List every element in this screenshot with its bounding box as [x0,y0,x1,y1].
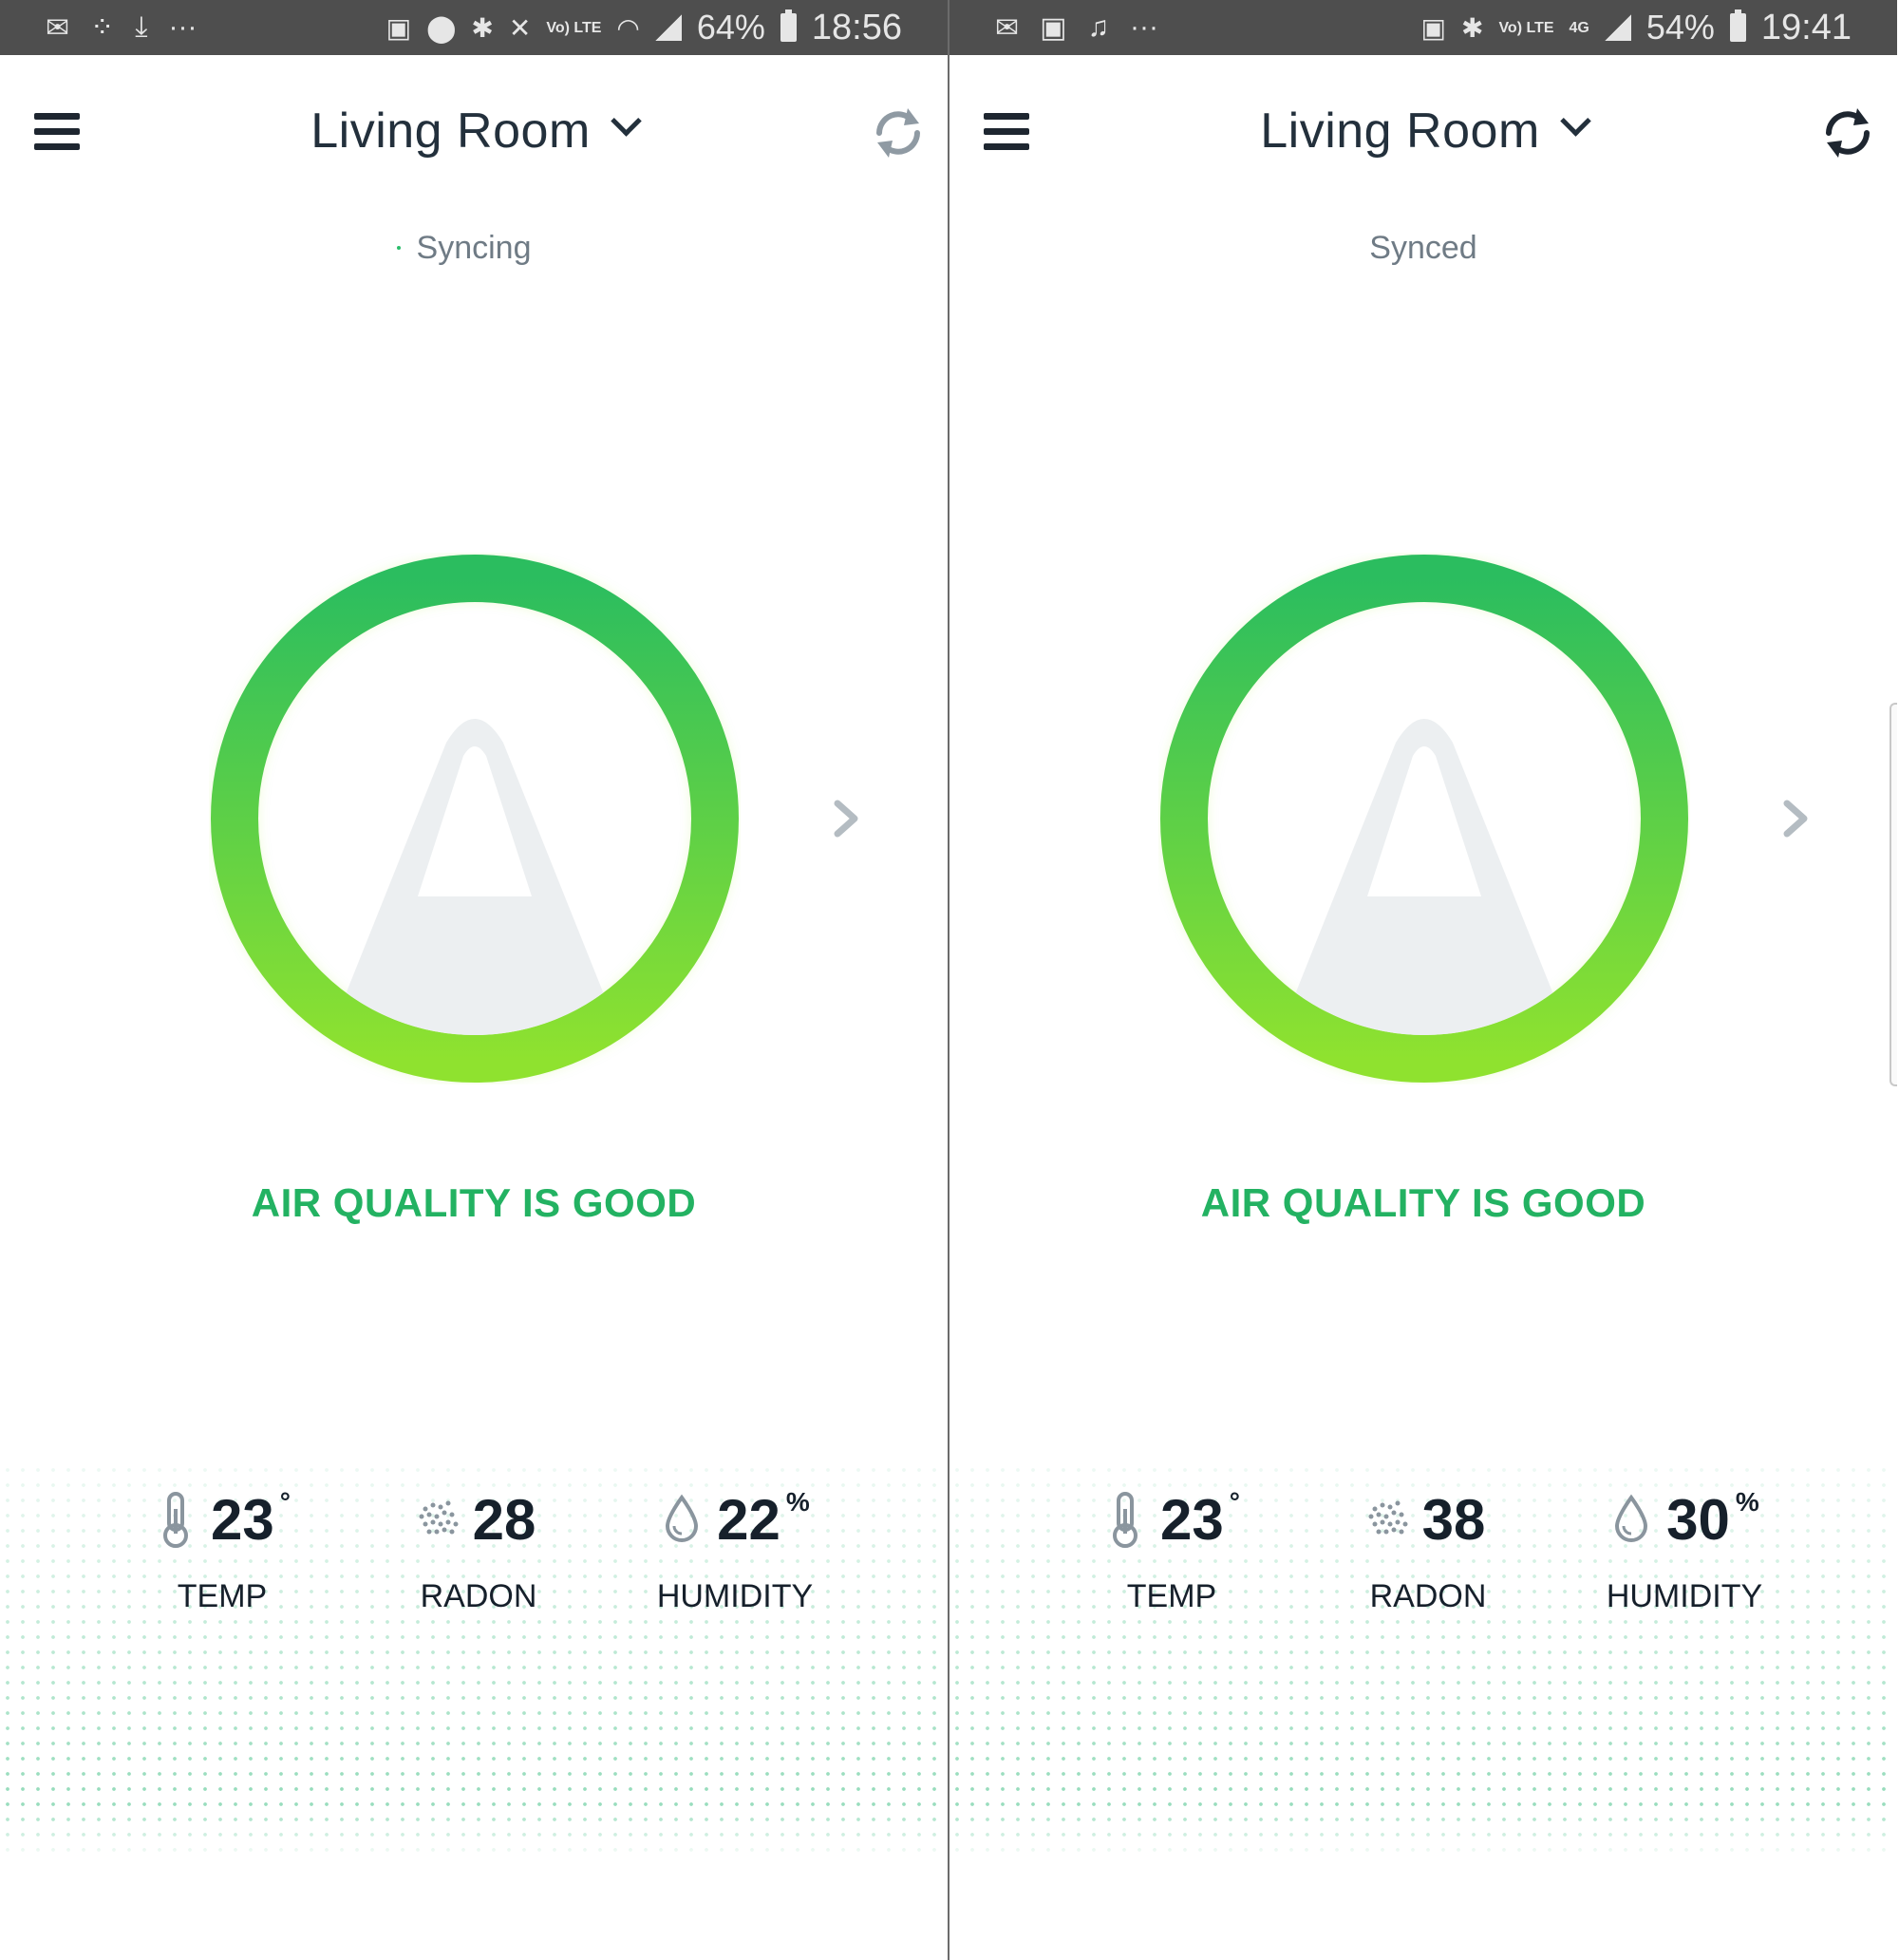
mute-icon: ✕ [508,12,532,43]
chevron-down-icon [1560,105,1591,137]
sync-status: Syncing [416,230,532,266]
mail-icon: ✉ [46,11,70,44]
bluetooth-icon: ✱ [1460,12,1484,43]
screen-divider [948,0,950,1960]
chevron-down-icon [611,105,642,137]
status-bar-right: ▣ ✱ Vo) LTE 4G 54% 19:41 [1421,0,1852,55]
droplet-icon [666,1494,699,1542]
humidity-label: HUMIDITY [1606,1578,1763,1614]
nfc-icon: ▣ [385,12,412,43]
bell-icon: ♫ [1087,11,1110,43]
air-quality-label: AIR QUALITY IS GOOD [1200,1180,1646,1225]
radon-value: 28 [472,1487,536,1552]
dot-pattern-background [950,1462,1897,1861]
temp-label: TEMP [177,1578,268,1614]
radon-label: RADON [1369,1578,1487,1614]
air-quality-label: AIR QUALITY IS GOOD [251,1180,697,1225]
download-icon: ⤓ [135,11,148,43]
temp-value: 23 [1160,1487,1224,1552]
radon-label: RADON [420,1578,537,1614]
temp-value: 23 [211,1487,274,1552]
thermometer-icon [1113,1492,1138,1548]
status-bar-right: ▣ ⬤ ✱ ✕ Vo) LTE ◠ 64% 18:56 [386,0,902,55]
room-title: Living Room [310,104,591,159]
metric-temp[interactable]: 23 ° TEMP [1058,1481,1286,1624]
status-bar: ✉ ⁘ ⤓ ··· ▣ ⬤ ✱ ✕ Vo) LTE ◠ 64% 18:56 [0,0,948,55]
clock: 18:56 [811,7,902,47]
facebook-icon: ▣ [1040,11,1067,44]
humidity-value: 30 [1666,1487,1730,1552]
bluetooth-icon: ✱ [471,12,494,43]
humidity-value: 22 [717,1487,780,1552]
menu-button[interactable] [34,113,80,151]
temp-unit: ° [279,1487,291,1517]
air-quality-ring[interactable] [1158,553,1690,1084]
battery-percent: 54% [1645,8,1715,47]
app-bar: Living Room [950,55,1897,207]
edge-panel-handle[interactable] [1890,703,1897,1086]
screen-syncing: ✉ ⁘ ⤓ ··· ▣ ⬤ ✱ ✕ Vo) LTE ◠ 64% 18:56 Li… [0,0,948,1960]
location-icon: ⬤ [426,12,457,43]
chevron-right-icon[interactable] [830,798,862,839]
wifi-icon: ◠ [616,12,640,43]
temp-label: TEMP [1126,1578,1217,1614]
volte-icon: Vo) LTE [1498,19,1554,36]
metric-temp[interactable]: 23 ° TEMP [108,1481,336,1624]
clock: 19:41 [1760,7,1852,47]
humidity-unit: % [1735,1487,1759,1517]
status-bar-left: ✉ ⁘ ⤓ ··· [46,0,197,55]
radon-dots-icon [419,1500,459,1535]
status-bar: ✉ ▣ ♫ ··· ▣ ✱ Vo) LTE 4G 54% 19:41 [950,0,1897,55]
metric-humidity[interactable]: 22% HUMIDITY [621,1481,849,1624]
nfc-icon: ▣ [1420,12,1446,43]
metric-radon[interactable]: 38 RADON [1314,1481,1542,1624]
air-quality-gauge [211,555,739,1083]
app-bar: Living Room [0,55,948,207]
air-quality-gauge [1160,555,1688,1083]
temp-unit: ° [1229,1487,1240,1517]
4g-icon: 4G [1569,19,1589,36]
room-title: Living Room [1260,104,1540,159]
sync-spinner [397,246,401,250]
refresh-button[interactable] [1815,101,1880,165]
battery-percent: 64% [696,8,765,47]
volte-icon: Vo) LTE [546,19,602,36]
menu-button[interactable] [984,113,1029,151]
droplet-icon [1615,1494,1648,1542]
air-quality-ring[interactable] [209,553,741,1084]
mail-icon: ✉ [995,11,1020,44]
humidity-label: HUMIDITY [656,1578,814,1614]
sync-status: Synced [1369,230,1477,266]
thermometer-icon [163,1492,189,1548]
radon-value: 38 [1421,1487,1486,1552]
chevron-right-icon[interactable] [1779,798,1812,839]
battery-icon [1729,9,1746,42]
more-dots-icon: ··· [1130,11,1158,43]
metric-humidity[interactable]: 30% HUMIDITY [1570,1481,1798,1624]
signal-icon [1604,14,1631,41]
battery-icon [780,9,797,42]
room-selector[interactable]: Living Room [950,103,1897,160]
status-bar-left: ✉ ▣ ♫ ··· [995,0,1158,55]
signal-icon [654,14,682,41]
dot-pattern-background [0,1462,948,1861]
radon-dots-icon [1368,1500,1408,1535]
more-dots-icon: ··· [168,11,197,43]
room-selector[interactable]: Living Room [0,103,948,160]
humidity-unit: % [785,1487,810,1517]
network-icon: ⁘ [90,11,115,44]
metric-radon[interactable]: 28 RADON [365,1481,592,1624]
screen-synced: ✉ ▣ ♫ ··· ▣ ✱ Vo) LTE 4G 54% 19:41 Livin… [950,0,1897,1960]
refresh-button[interactable] [866,101,931,165]
hamburger-icon [984,113,1029,120]
hamburger-icon [34,113,80,120]
